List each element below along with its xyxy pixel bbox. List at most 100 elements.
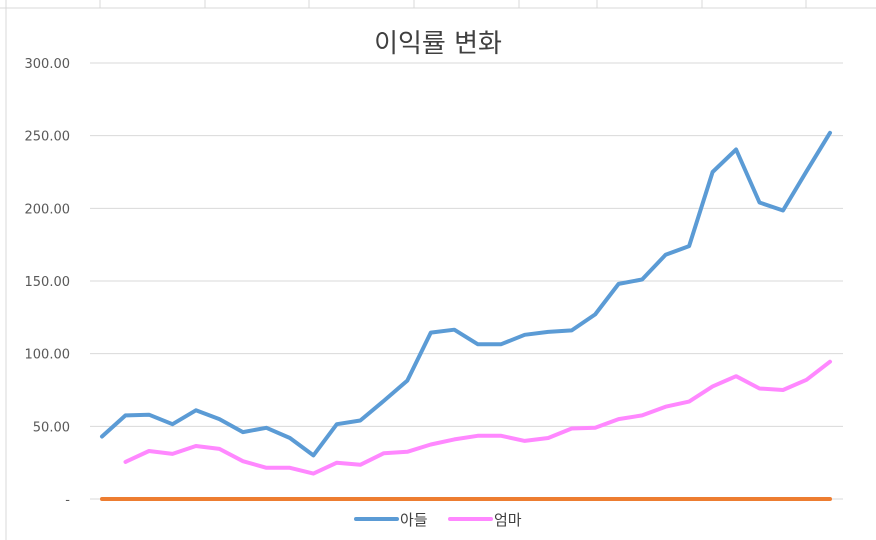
data-point: [828, 360, 832, 364]
data-point: [382, 451, 386, 455]
data-point: [311, 453, 315, 457]
data-point: [758, 497, 762, 501]
data-point: [593, 426, 597, 430]
data-point: [311, 472, 315, 476]
y-tick-label: 200.00: [25, 202, 71, 217]
data-point: [194, 444, 198, 448]
data-point: [405, 379, 409, 383]
data-point: [593, 312, 597, 316]
data-point: [476, 497, 480, 501]
y-axis: - 50.00 100.00 150.00 200.00 250.00 300.00: [25, 57, 71, 508]
data-point: [147, 449, 151, 453]
data-point: [734, 374, 738, 378]
data-point: [570, 328, 574, 332]
data-point: [335, 497, 339, 501]
plot-area: [100, 130, 832, 501]
data-point: [499, 497, 503, 501]
data-point: [781, 388, 785, 392]
data-point: [781, 209, 785, 213]
data-point: [805, 378, 809, 382]
data-point: [288, 466, 292, 470]
data-point: [664, 497, 668, 501]
data-point: [405, 450, 409, 454]
legend-label: 엄마: [494, 511, 522, 529]
data-point: [311, 497, 315, 501]
data-point: [499, 342, 503, 346]
gridlines: [90, 62, 843, 500]
y-tick-label: -: [65, 493, 70, 508]
data-point: [711, 170, 715, 174]
data-point: [828, 497, 832, 501]
data-point: [781, 497, 785, 501]
series-line: [100, 130, 832, 458]
data-point: [452, 437, 456, 441]
data-point: [570, 427, 574, 431]
data-point: [546, 330, 550, 334]
data-point: [100, 435, 104, 439]
data-point: [264, 426, 268, 430]
data-point: [640, 413, 644, 417]
data-point: [687, 400, 691, 404]
data-point: [546, 497, 550, 501]
data-point: [593, 497, 597, 501]
legend: 아들 엄마: [354, 511, 522, 529]
data-point: [664, 253, 668, 257]
data-point: [429, 443, 433, 447]
data-point: [217, 447, 221, 451]
data-point: [170, 497, 174, 501]
data-point: [640, 497, 644, 501]
data-point: [570, 497, 574, 501]
data-point: [194, 408, 198, 412]
data-point: [758, 387, 762, 391]
data-point: [264, 497, 268, 501]
data-point: [499, 434, 503, 438]
data-point: [217, 497, 221, 501]
data-point: [452, 497, 456, 501]
data-point: [147, 413, 151, 417]
data-point: [358, 497, 362, 501]
data-point: [382, 497, 386, 501]
data-point: [429, 497, 433, 501]
y-tick-label: 300.00: [25, 57, 71, 72]
data-point: [734, 497, 738, 501]
data-point: [664, 405, 668, 409]
data-point: [758, 201, 762, 205]
data-point: [476, 434, 480, 438]
data-point: [358, 419, 362, 423]
data-point: [288, 497, 292, 501]
chart-title: 이익률 변화: [374, 29, 502, 59]
data-point: [123, 413, 127, 417]
data-point: [382, 399, 386, 403]
y-tick-label: 100.00: [25, 348, 71, 363]
data-point: [264, 466, 268, 470]
data-point: [335, 422, 339, 426]
data-point: [100, 497, 104, 501]
data-point: [358, 463, 362, 467]
data-point: [170, 422, 174, 426]
data-point: [123, 460, 127, 464]
data-point: [805, 169, 809, 173]
data-point: [194, 497, 198, 501]
data-point: [147, 497, 151, 501]
data-point: [734, 147, 738, 151]
data-point: [241, 497, 245, 501]
data-point: [687, 244, 691, 248]
data-point: [546, 436, 550, 440]
data-point: [123, 497, 127, 501]
series-line: [123, 359, 832, 476]
data-point: [241, 459, 245, 463]
y-tick-label: 50.00: [33, 420, 70, 435]
data-point: [617, 497, 621, 501]
legend-label: 아들: [400, 511, 428, 529]
y-tick-label: 150.00: [25, 275, 71, 290]
y-tick-label: 250.00: [25, 130, 71, 145]
data-point: [241, 430, 245, 434]
data-point: [476, 342, 480, 346]
data-point: [640, 278, 644, 282]
data-point: [711, 497, 715, 501]
data-point: [429, 331, 433, 335]
data-point: [805, 497, 809, 501]
data-point: [828, 131, 832, 135]
